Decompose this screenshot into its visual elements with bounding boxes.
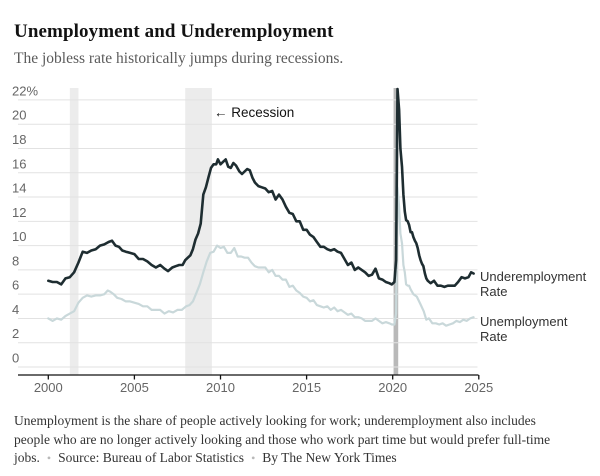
- y-tick-label: 10: [12, 229, 26, 244]
- footer-bullet-icon: •: [251, 451, 256, 465]
- footer-source: Source: Bureau of Labor Statistics: [58, 450, 245, 465]
- y-tick-label: 4: [12, 302, 19, 317]
- y-tick-label: 0: [12, 351, 19, 366]
- chart-footer: Unemployment is the share of people acti…: [14, 412, 596, 468]
- x-tick-label: 2005: [120, 380, 149, 395]
- x-tick-label: 2025: [464, 380, 493, 395]
- footer-note-line-2: people who are no longer actively lookin…: [14, 431, 551, 447]
- y-tick-label: 18: [12, 132, 26, 147]
- legend-unemployment-rate: Unemployment Rate: [480, 314, 568, 344]
- y-tick-label: 8: [12, 253, 19, 268]
- x-tick-label: 2000: [34, 380, 63, 395]
- y-tick-label: 20: [12, 108, 26, 123]
- y-tick-label: 12: [12, 205, 26, 220]
- y-tick-label: 22%: [12, 83, 38, 98]
- y-tick-label: 6: [12, 278, 19, 293]
- y-tick-label: 14: [12, 181, 26, 196]
- recession-band: [69, 88, 79, 375]
- recession-annotation: ← Recession: [214, 105, 295, 120]
- footer-note-line-3: jobs. • Source: Bureau of Labor Statistics…: [14, 449, 596, 468]
- footer-note-end: jobs.: [14, 450, 40, 465]
- chart-subtitle: The jobless rate historically jumps duri…: [14, 50, 344, 67]
- series-line-unemployment-rate: [47, 186, 475, 327]
- footer-bullet-icon: •: [46, 451, 52, 465]
- chart-title: Unemployment and Underemployment: [14, 21, 334, 42]
- series-line-underemployment-rate: [46, 87, 475, 289]
- y-tick-label: 2: [12, 326, 19, 341]
- legend-underemployment-rate: Underemployment Rate: [480, 269, 587, 299]
- x-tick-label: 2010: [206, 380, 235, 395]
- x-tick-label: 2015: [292, 380, 321, 395]
- footer-byline: By The New York Times: [262, 450, 397, 465]
- footer-note-line-1: Unemployment is the share of people acti…: [14, 413, 536, 428]
- x-tick-label: 2020: [378, 380, 407, 395]
- y-tick-label: 16: [12, 156, 26, 171]
